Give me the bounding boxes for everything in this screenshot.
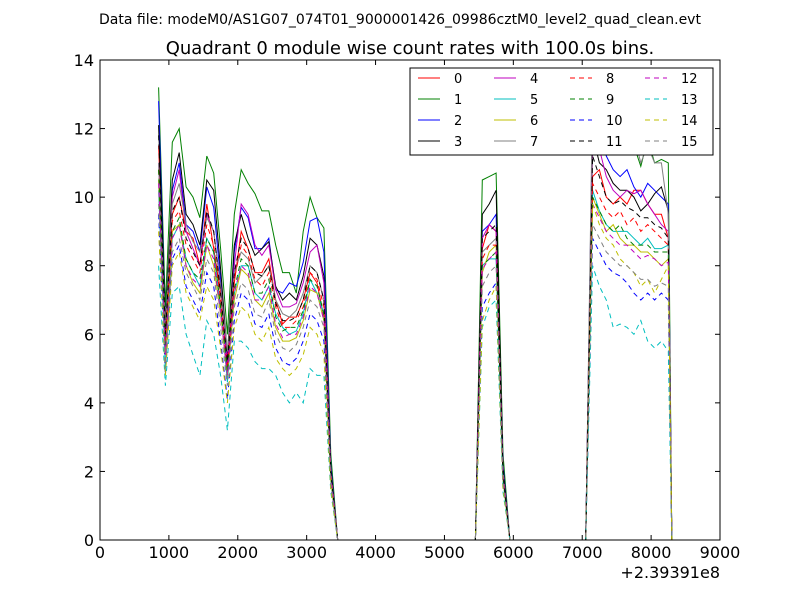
x-tick-label: 4000	[355, 543, 396, 562]
y-tick-label: 0	[84, 531, 94, 550]
x-tick-label: 8000	[631, 543, 672, 562]
legend-frame	[409, 67, 714, 156]
legend-label-2: 2	[454, 114, 462, 129]
chart-title: Quadrant 0 module wise count rates with …	[166, 38, 655, 59]
data-file-suptitle: Data file: modeM0/AS1G07_074T01_90000014…	[99, 12, 701, 28]
x-tick-label: 9000	[700, 543, 741, 562]
series-line-10	[158, 214, 673, 541]
series-line-4	[158, 118, 673, 541]
legend-label-13: 13	[681, 93, 698, 108]
y-tick-label: 4	[84, 394, 94, 413]
legend-label-6: 6	[530, 114, 538, 129]
legend-label-1: 1	[454, 93, 462, 108]
legend-label-4: 4	[530, 72, 538, 87]
y-tick-label: 12	[74, 120, 94, 139]
series-line-13	[158, 265, 673, 541]
y-tick-label: 10	[74, 188, 94, 207]
legend-label-11: 11	[606, 135, 623, 150]
series-line-8	[158, 169, 673, 541]
legend-label-5: 5	[530, 93, 538, 108]
x-tick-label: 6000	[493, 543, 534, 562]
series-line-3	[158, 125, 673, 541]
x-tick-label: 7000	[562, 543, 603, 562]
x-offset-label: +2.39391e8	[620, 563, 720, 582]
x-tick-label: 2000	[217, 543, 258, 562]
y-tick-label: 2	[84, 462, 94, 481]
legend-label-15: 15	[681, 135, 698, 150]
y-tick-label: 8	[84, 257, 94, 276]
legend-label-9: 9	[606, 93, 614, 108]
legend-label-12: 12	[681, 72, 698, 87]
series-line-12	[158, 183, 673, 541]
legend-label-14: 14	[681, 114, 698, 129]
legend-label-7: 7	[530, 135, 538, 150]
series-line-2	[158, 101, 673, 541]
series-line-6	[158, 179, 673, 541]
legend-label-10: 10	[606, 114, 623, 129]
axis-ticks: 0 1000 2000 3000 4000 5000 6000 7000 8000 9000 0 2 4…	[74, 51, 741, 562]
legend-label-0: 0	[454, 72, 462, 87]
x-tick-label: 3000	[286, 543, 327, 562]
x-tick-label: 0	[95, 543, 105, 562]
y-tick-label: 14	[74, 51, 94, 70]
y-tick-label: 6	[84, 325, 94, 344]
legend-label-3: 3	[454, 135, 462, 150]
plot-frame	[99, 59, 721, 541]
series-line-9	[158, 169, 673, 541]
x-tick-label: 1000	[149, 543, 190, 562]
legend-label-8: 8	[606, 72, 614, 87]
x-tick-label: 5000	[424, 543, 465, 562]
